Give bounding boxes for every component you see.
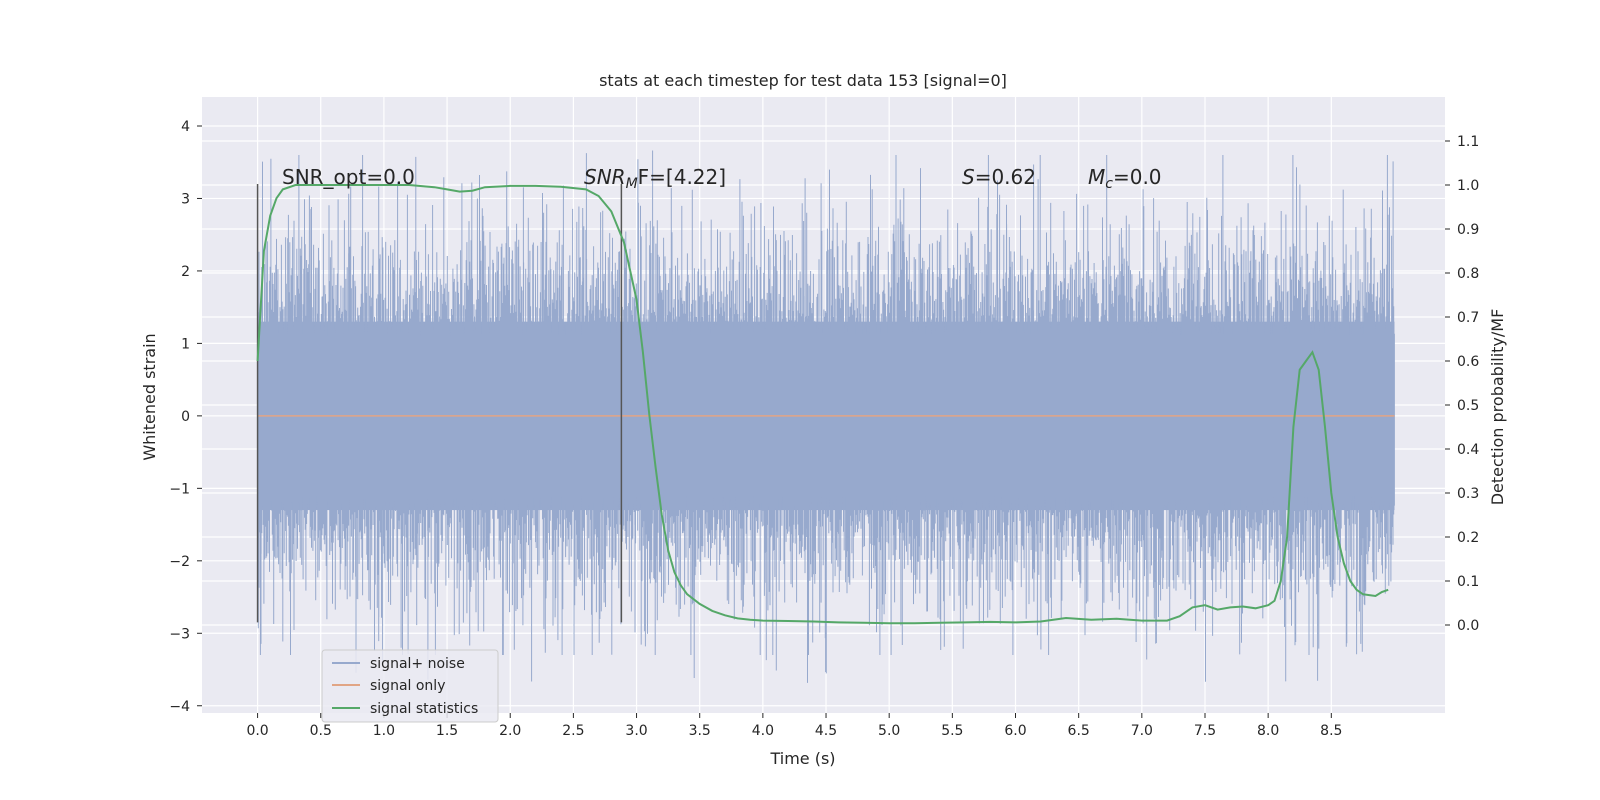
legend-box <box>321 649 499 723</box>
right-y-tick-label: 1.0 <box>1457 178 1479 194</box>
left-y-axis-ticks: 4 3 2 1 0 −1 −2 −3 −4 <box>169 119 202 715</box>
signal-statistics-line <box>256 184 1389 625</box>
series-signal-statistics <box>256 184 1389 625</box>
annotation-snr-opt: SNR_opt=0.0 <box>282 165 415 189</box>
annotation-mc-sub: c <box>1105 176 1113 192</box>
plot-content <box>256 150 1395 683</box>
left-y-tick-label: −1 <box>169 481 190 497</box>
right-y-tick-label: 0.6 <box>1457 354 1479 370</box>
legend: signal+ noise signal only signal statist… <box>321 649 499 723</box>
left-y-axis-label: Whitened strain <box>140 333 159 460</box>
legend-label-signal-noise: signal+ noise <box>370 656 465 672</box>
left-y-tick-label: −2 <box>169 554 190 570</box>
x-tick-label: 3.0 <box>625 723 647 739</box>
annotation-snr-mf-suffix: F=[4.22] <box>638 165 726 189</box>
x-tick-label: 2.5 <box>562 723 584 739</box>
vertical-lines <box>256 183 623 623</box>
annotation-mc-suffix: =0.0 <box>1113 165 1162 189</box>
x-tick-label: 6.5 <box>1068 723 1090 739</box>
right-y-tick-label: 0.5 <box>1457 398 1479 414</box>
legend-label-signal-statistics: signal statistics <box>370 701 478 717</box>
annotation-s: S=0.62 <box>962 165 1036 189</box>
left-y-tick-label: −3 <box>169 626 190 642</box>
left-y-tick-label: 0 <box>181 409 190 425</box>
x-tick-label: 0.0 <box>246 723 268 739</box>
x-tick-label: 4.5 <box>815 723 837 739</box>
annotation-mc: Mc=0.0 <box>1088 165 1162 192</box>
x-tick-label: 2.0 <box>499 723 521 739</box>
chart-title: stats at each timestep for test data 153… <box>599 71 1007 90</box>
x-tick-label: 1.0 <box>373 723 395 739</box>
x-tick-label: 8.0 <box>1257 723 1279 739</box>
legend-label-signal-only: signal only <box>370 678 445 694</box>
left-y-tick-label: 1 <box>181 336 190 352</box>
x-tick-label: 4.0 <box>752 723 774 739</box>
right-y-tick-label: 0.9 <box>1457 222 1479 238</box>
right-y-tick-label: 0.1 <box>1457 574 1479 590</box>
right-y-tick-label: 0.8 <box>1457 266 1479 282</box>
right-y-tick-label: 0.4 <box>1457 442 1479 458</box>
annotation-s-prefix: S <box>962 165 975 189</box>
left-y-tick-label: −4 <box>169 699 190 715</box>
right-y-tick-label: 0.0 <box>1457 618 1479 634</box>
x-tick-label: 7.5 <box>1194 723 1216 739</box>
left-y-tick-label: 3 <box>181 191 190 207</box>
x-tick-label: 5.5 <box>941 723 963 739</box>
right-y-tick-label: 0.3 <box>1457 486 1479 502</box>
x-tick-label: 7.0 <box>1131 723 1153 739</box>
right-y-axis-label: Detection probability/MF <box>1488 309 1507 506</box>
right-y-axis-ticks: 1.1 1.0 0.9 0.8 0.7 0.6 0.5 0.4 0.3 0.2 0.1 0.0 <box>1445 134 1479 634</box>
annotation-s-suffix: =0.62 <box>975 165 1036 189</box>
annotation-snr-mf-sub: M <box>626 176 638 192</box>
right-y-tick-label: 0.2 <box>1457 530 1479 546</box>
x-tick-label: 6.0 <box>1004 723 1026 739</box>
right-y-tick-label: 1.1 <box>1457 134 1479 150</box>
annotation-mc-prefix: M <box>1088 165 1105 189</box>
left-y-tick-label: 4 <box>181 119 190 135</box>
x-tick-label: 3.5 <box>689 723 711 739</box>
x-axis-ticks: 0.0 0.5 1.0 1.5 2.0 2.5 3.0 3.5 4.0 4.5 5.0 5.5 6.0 6… <box>246 713 1342 739</box>
annotation-snr-mf-prefix: SNR <box>584 165 626 189</box>
x-axis-label: Time (s) <box>769 749 835 768</box>
x-tick-label: 0.5 <box>310 723 332 739</box>
x-tick-label: 1.5 <box>436 723 458 739</box>
annotation-snr-mf: SNRMF=[4.22] <box>584 165 726 192</box>
x-tick-label: 8.5 <box>1320 723 1342 739</box>
x-tick-label: 5.0 <box>878 723 900 739</box>
left-y-tick-label: 2 <box>181 264 190 280</box>
right-y-tick-label: 0.7 <box>1457 310 1479 326</box>
